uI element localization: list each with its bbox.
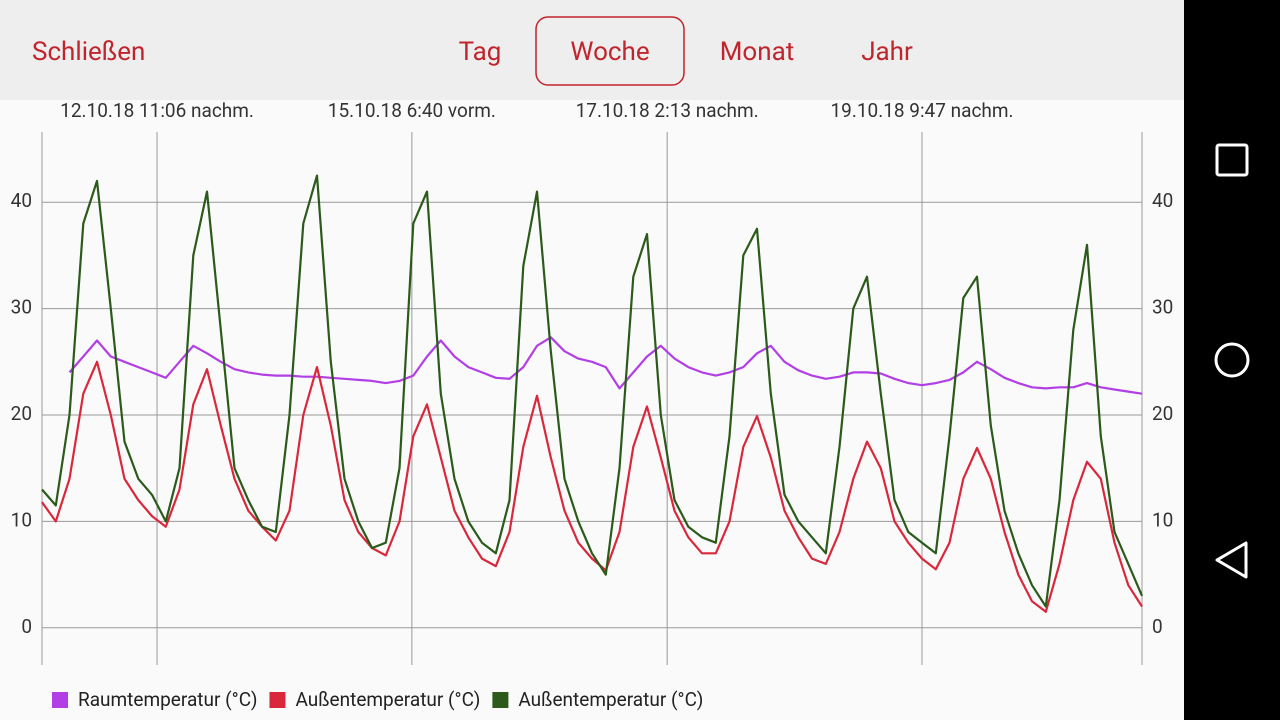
y2-tick-label: 0 bbox=[1152, 615, 1163, 638]
x-tick-label: 19.10.18 9:47 nachm. bbox=[830, 99, 1013, 122]
x-tick-label: 12.10.18 11:06 nachm. bbox=[60, 99, 254, 122]
plot: 0 10 20 30 40 0 10 20 30 40 12.10.18 11:06 nachm. 1… bbox=[11, 99, 1174, 711]
y2-tick-label: 20 bbox=[1152, 402, 1173, 425]
y-tick-label: 20 bbox=[11, 402, 32, 425]
selected-tab-border bbox=[535, 16, 685, 86]
legend-label: Außentemperatur (°C) bbox=[295, 688, 480, 711]
recents-button[interactable] bbox=[1215, 143, 1249, 177]
tab[interactable]: Tag bbox=[459, 37, 502, 67]
legend-label: Außentemperatur (°C) bbox=[518, 688, 703, 711]
x-tick-label: 15.10.18 6:40 vorm. bbox=[328, 99, 496, 122]
tab[interactable]: Woche bbox=[570, 37, 649, 67]
y-tick-label: 10 bbox=[11, 508, 32, 531]
y2-tick-label: 40 bbox=[1152, 189, 1173, 212]
legend-label: Raumtemperatur (°C) bbox=[78, 688, 257, 711]
nav-bar bbox=[1184, 0, 1280, 720]
y-tick-label: 40 bbox=[11, 189, 32, 212]
y-tick-label: 30 bbox=[11, 296, 32, 319]
home-button[interactable] bbox=[1214, 342, 1250, 378]
legend-swatch bbox=[269, 692, 286, 708]
line-series bbox=[68, 336, 1143, 395]
back-button[interactable] bbox=[1215, 541, 1248, 579]
line-series bbox=[41, 360, 1143, 613]
legend-swatch bbox=[52, 692, 68, 708]
y-tick-label: 0 bbox=[21, 615, 32, 638]
tab[interactable]: Monat bbox=[720, 37, 795, 67]
background bbox=[0, 0, 1184, 720]
line-series bbox=[41, 174, 1144, 608]
close-button[interactable]: Schließen bbox=[32, 37, 145, 67]
y2-tick-label: 30 bbox=[1152, 296, 1173, 319]
legend-swatch bbox=[492, 692, 509, 708]
tab[interactable]: Jahr bbox=[861, 37, 913, 67]
y2-tick-label: 10 bbox=[1152, 508, 1173, 531]
x-tick-label: 17.10.18 2:13 nachm. bbox=[576, 99, 759, 122]
